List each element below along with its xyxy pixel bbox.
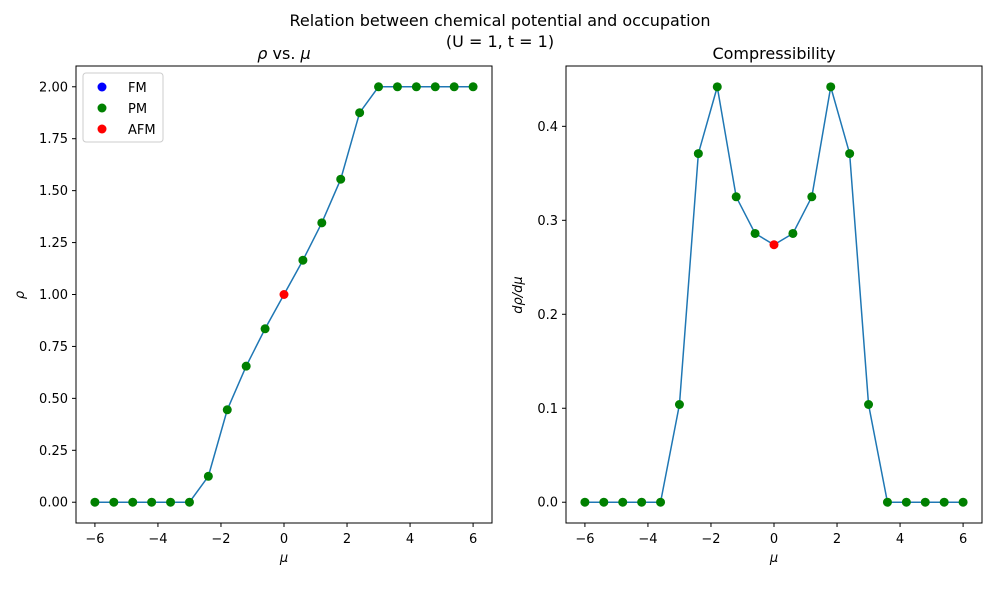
x-tick-label: 0	[280, 532, 288, 547]
x-tick-label: 0	[770, 532, 778, 547]
y-tick-label: 2.00	[39, 80, 68, 95]
data-point-afm	[769, 240, 779, 250]
data-point-pm	[656, 497, 666, 507]
rho-vs-mu-frame	[75, 65, 493, 524]
x-tick-label: 2	[833, 532, 841, 547]
legend-pm-label: PM	[128, 102, 147, 117]
rho-series-points	[90, 82, 478, 507]
data-point-pm	[864, 400, 874, 409]
compressibility-ylabel: dρ/dμ	[511, 276, 526, 313]
compressibility-frame	[565, 65, 983, 524]
data-point-pm	[184, 497, 194, 507]
data-point-pm	[147, 497, 157, 507]
legend-fm-label: FM	[128, 81, 147, 96]
x-tick-label: −6	[575, 532, 594, 547]
compressibility-series-points	[580, 82, 968, 507]
data-point-pm	[637, 497, 647, 507]
x-tick-label: 4	[406, 532, 414, 547]
data-point-pm	[618, 497, 628, 507]
data-point-pm	[241, 361, 251, 371]
y-tick-label: 0.0	[537, 496, 558, 511]
data-point-pm	[166, 497, 176, 507]
data-point-pm	[958, 497, 968, 507]
data-point-pm	[411, 82, 421, 92]
data-point-pm	[222, 405, 232, 415]
data-point-pm	[750, 228, 760, 238]
data-point-pm	[693, 149, 703, 159]
y-tick-label: 0.50	[39, 392, 68, 407]
x-tick-label: −4	[638, 532, 657, 547]
figure-suptitle-line1: Relation between chemical potential and …	[289, 11, 710, 30]
compressibility-title: Compressibility	[712, 44, 835, 63]
x-tick-label: 6	[469, 532, 477, 547]
rho-vs-mu-ylabel: ρ	[13, 290, 28, 299]
data-point-pm	[674, 400, 684, 409]
compressibility-series-line	[584, 86, 964, 503]
data-point-pm	[920, 497, 930, 507]
data-point-pm	[128, 497, 138, 507]
x-tick-label: 6	[959, 532, 967, 547]
data-point-pm	[355, 108, 365, 118]
data-point-pm	[826, 82, 836, 92]
legend-afm-label: AFM	[128, 123, 156, 138]
data-point-pm	[788, 228, 798, 238]
phase-legend: FM PM AFM	[82, 72, 164, 143]
data-point-pm	[845, 149, 855, 159]
data-point-pm	[392, 82, 402, 92]
data-point-afm	[279, 290, 289, 299]
compressibility-xlabel: μ	[769, 551, 778, 566]
data-point-pm	[882, 497, 892, 507]
data-point-pm	[939, 497, 949, 507]
data-point-pm	[580, 497, 590, 507]
x-tick-label: −2	[211, 532, 230, 547]
title-vs-text: vs.	[267, 44, 300, 63]
compressibility-ticks: −6 −4 −2 0 2 4 6 0.0 0.1 0.2 0.3 0.4	[537, 120, 967, 547]
y-tick-label: 0.00	[39, 496, 68, 511]
legend-pm-marker	[97, 103, 107, 113]
x-tick-label: 4	[896, 532, 904, 547]
y-tick-label: 0.1	[537, 402, 558, 417]
data-point-pm	[901, 497, 911, 507]
y-tick-label: 1.25	[39, 236, 68, 251]
y-tick-label: 0.2	[537, 308, 558, 323]
data-point-pm	[90, 497, 100, 507]
data-point-pm	[109, 497, 119, 507]
data-point-pm	[468, 82, 478, 92]
y-tick-label: 1.75	[39, 132, 68, 147]
rho-vs-mu-title: ρ vs. μ	[257, 44, 310, 63]
data-point-pm	[374, 82, 384, 92]
figure-suptitle-line2: (U = 1, t = 1)	[446, 32, 554, 51]
data-point-pm	[807, 192, 817, 202]
y-tick-label: 0.3	[537, 214, 558, 229]
y-tick-label: 0.4	[537, 120, 558, 135]
data-point-pm	[260, 324, 270, 334]
legend-afm-marker	[97, 124, 107, 134]
rho-vs-mu-ticks: −6 −4 −2 0 2 4 6 0.00 0.25 0.50 0.75 1.00 1.25 1.50 1.…	[39, 80, 477, 547]
y-tick-label: 0.25	[39, 444, 68, 459]
rho-vs-mu-xlabel: μ	[279, 551, 288, 566]
y-tick-label: 1.00	[39, 288, 68, 303]
data-point-pm	[599, 497, 609, 507]
x-tick-label: 2	[343, 532, 351, 547]
data-point-pm	[449, 82, 459, 92]
y-tick-label: 0.75	[39, 340, 68, 355]
data-point-pm	[430, 82, 440, 92]
x-tick-label: −2	[701, 532, 720, 547]
legend-fm-marker	[97, 82, 107, 92]
data-point-pm	[317, 218, 327, 228]
data-point-pm	[712, 82, 722, 92]
data-point-pm	[203, 471, 213, 481]
title-mu-symbol: μ	[300, 44, 311, 63]
rho-vs-mu-axes: ρ vs. μ −6 −4 −2 0 2 4 6 0.00 0.25 0.50 0.75 1.00 1.…	[13, 44, 493, 566]
compressibility-axes: Compressibility −6 −4 −2 0 2 4 6 0.0 0.1 0.2 0.3 0.…	[511, 44, 983, 566]
data-point-pm	[731, 192, 741, 202]
title-rho-symbol: ρ	[257, 44, 267, 63]
x-tick-label: −4	[148, 532, 167, 547]
x-tick-label: −6	[85, 532, 104, 547]
data-point-pm	[336, 174, 346, 184]
data-point-pm	[298, 255, 308, 265]
y-tick-label: 1.50	[39, 184, 68, 199]
